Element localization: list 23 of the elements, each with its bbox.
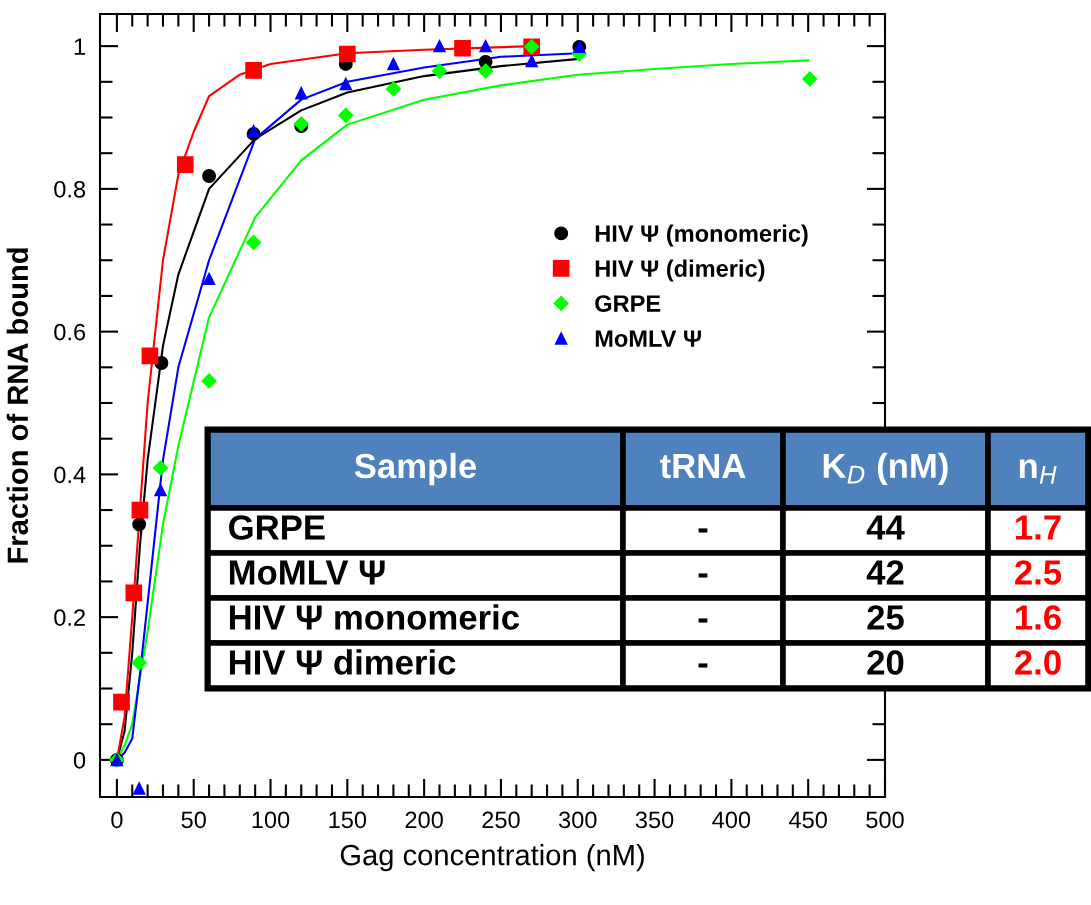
x-tick-label: 400 xyxy=(712,811,751,829)
y-tick-label: 0.8 xyxy=(54,180,86,198)
x-tick-label: 300 xyxy=(558,811,597,829)
y-axis-title: Fraction of RNA bound xyxy=(6,248,29,563)
y-tick-label: 0 xyxy=(73,751,86,769)
legend-label: HIV Ψ (dimeric) xyxy=(595,259,765,282)
x-tick-label: 350 xyxy=(635,811,674,829)
x-tick-label: 250 xyxy=(482,811,520,829)
y-tick-label: 0.4 xyxy=(54,466,86,484)
legend-label: GRPE xyxy=(595,295,661,312)
x-tick-label: 50 xyxy=(181,811,206,829)
x-tick-label: 0 xyxy=(111,811,123,829)
x-axis-title: Gag concentration (nM) xyxy=(340,844,644,872)
x-tick-label: 450 xyxy=(789,811,827,829)
y-tick-label: 1 xyxy=(74,38,85,55)
legend-label: HIV Ψ (monomeric) xyxy=(595,224,808,247)
x-tick-label: 200 xyxy=(405,811,443,829)
x-tick-label: 100 xyxy=(252,811,290,829)
y-tick-label: 0.2 xyxy=(54,609,85,626)
y-tick-label: 0.6 xyxy=(54,323,86,341)
x-tick-label: 150 xyxy=(329,811,367,829)
legend-label: MoMLV Ψ xyxy=(595,330,701,347)
x-tick-label: 500 xyxy=(866,811,904,829)
